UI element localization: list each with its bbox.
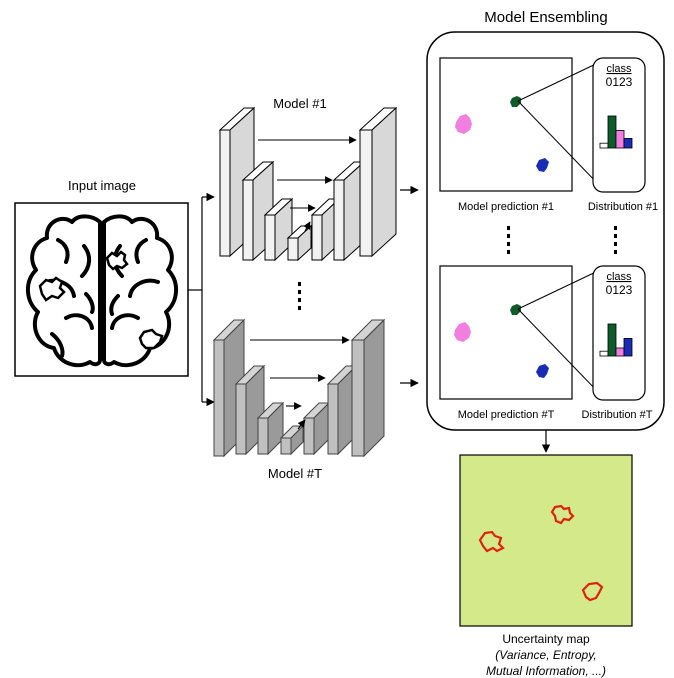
unetT-block-r1 — [350, 318, 386, 458]
models-ellipsis — [298, 282, 301, 310]
model-1-label: Model #1 — [273, 96, 326, 111]
uncertainty-line-2: Mutual Information, ...) — [486, 664, 606, 678]
distT-bar-class-0 — [599, 350, 609, 357]
predT-blob-blue — [536, 364, 549, 378]
distT-class-header: class — [606, 271, 632, 283]
zoom-line-1a — [517, 61, 601, 102]
brain-lesion-3 — [138, 328, 164, 350]
uncertainty-title: Uncertainty map — [502, 632, 590, 646]
predT-blob-pink — [454, 322, 471, 342]
uncertainty-outline-3 — [581, 581, 604, 602]
pred1-blob-pink — [455, 114, 472, 134]
distribution-t-label: Distribution #T — [582, 409, 653, 421]
distT-bar-class-1 — [607, 323, 617, 357]
uncertainty-map — [459, 454, 633, 627]
pred1-blob-blue — [536, 158, 549, 172]
unet1-block-r2 — [332, 160, 366, 262]
dist1-bar-group — [599, 115, 633, 149]
dist1-bar-class-2 — [615, 129, 625, 149]
distT-bar-class-3 — [623, 337, 633, 357]
unetT-block-bottom — [279, 424, 305, 456]
ensemble-ellipsis — [507, 226, 617, 254]
input-image-label: Input image — [68, 178, 136, 193]
distribution-1-label: Distribution #1 — [588, 201, 658, 213]
brain-icon — [26, 214, 178, 368]
distT-bar-class-2 — [615, 347, 625, 357]
ensemble-title: Model Ensembling — [484, 9, 607, 26]
prediction-1-label: Model prediction #1 — [458, 201, 554, 213]
distribution-t-frame — [592, 265, 646, 401]
zoom-line-1b — [517, 100, 601, 187]
uncertainty-outline-1 — [550, 504, 575, 525]
distT-bar-group — [599, 323, 633, 357]
dist1-class-header: class — [606, 63, 632, 75]
branch-connector — [188, 192, 215, 407]
brain-lesion-1 — [38, 276, 66, 302]
uncertainty-line-1: (Variance, Entropy, — [495, 648, 596, 662]
dist1-class-digits: 0123 — [606, 75, 633, 89]
dist1-bar-class-1 — [607, 115, 617, 149]
unet1-block-r1 — [358, 106, 398, 258]
zoom-line-tb — [517, 308, 601, 395]
zoom-line-ta — [517, 269, 601, 310]
prediction-t-label: Model prediction #T — [458, 409, 555, 421]
model-t-label: Model #T — [268, 466, 322, 481]
distribution-1-frame — [592, 57, 646, 193]
pred1-blob-green — [510, 96, 521, 107]
distT-class-digits: 0123 — [606, 283, 633, 297]
unet1-skip-arrows — [258, 136, 357, 232]
unet-icon — [212, 318, 386, 458]
unetT-block-r3 — [302, 401, 331, 456]
brain-lesion-2 — [105, 250, 129, 271]
dist1-bar-class-0 — [599, 142, 609, 149]
unetT-block-l3 — [256, 401, 285, 456]
uncertainty-outline-2 — [478, 530, 505, 553]
dist1-bar-class-3 — [623, 137, 633, 149]
unetT-skip-arrows — [250, 336, 350, 430]
predT-blob-green — [510, 304, 521, 315]
unet-icon — [218, 106, 398, 262]
